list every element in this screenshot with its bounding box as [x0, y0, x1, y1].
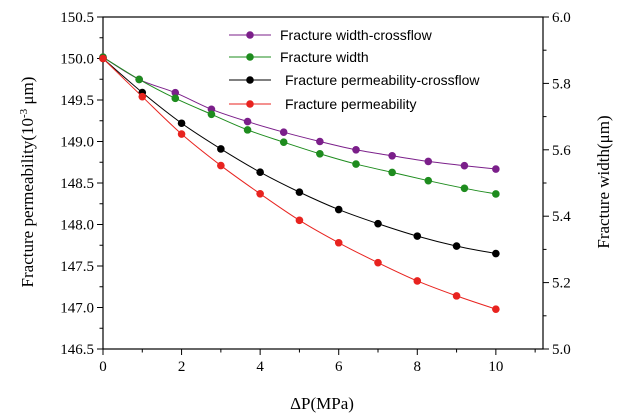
series-point-2 — [177, 119, 186, 128]
series-point-3 — [413, 277, 422, 285]
x-tick-label: 0 — [99, 359, 107, 375]
series-point-1 — [279, 138, 288, 146]
series-point-2 — [295, 188, 304, 196]
series-point-3 — [295, 216, 304, 225]
legend-label-1: Fracture width — [280, 49, 369, 65]
series-point-0 — [492, 165, 500, 173]
series-point-3 — [217, 161, 225, 170]
series-point-2 — [256, 168, 264, 177]
y-left-tick-label: 149.0 — [60, 135, 94, 151]
series-point-2 — [492, 249, 500, 258]
series-point-2 — [217, 145, 225, 153]
series-point-1 — [460, 184, 469, 193]
series-point-0 — [171, 88, 180, 97]
y-axis-left-title-unit: μm) — [18, 77, 37, 109]
y-right-tick-label: 5.8 — [552, 76, 571, 92]
y-left-tick-label: 147.0 — [60, 301, 94, 317]
series-point-1 — [207, 110, 216, 119]
x-tick-label: 2 — [178, 359, 186, 375]
x-tick-label: 4 — [256, 359, 264, 375]
series-point-0 — [388, 151, 396, 160]
legend-marker-3 — [246, 100, 254, 108]
x-axis-title: ΔP(MPa) — [290, 394, 354, 413]
series-point-1 — [171, 94, 180, 103]
y-axis-left-title: Fracture permeability(10-3 μm) — [18, 77, 37, 288]
series-point-1 — [388, 168, 396, 177]
legend-label-0: Fracture width-crossflow — [280, 27, 433, 43]
y-left-tick-label: 149.5 — [60, 93, 94, 109]
y-left-tick-label: 147.5 — [60, 259, 94, 275]
series-point-3 — [138, 92, 147, 101]
y-left-tick-label: 150.0 — [60, 52, 94, 68]
series-point-1 — [424, 176, 433, 185]
series-point-1 — [352, 160, 360, 168]
y-axis-left-title-main: Fracture permeability(10 — [18, 118, 37, 287]
y-left-tick-label: 148.0 — [60, 218, 94, 234]
series-point-3 — [99, 54, 107, 63]
series-point-2 — [334, 205, 343, 214]
series-point-2 — [374, 219, 382, 228]
series-point-0 — [460, 161, 469, 170]
y-axis-right-title: Fracture width(μm) — [594, 115, 613, 248]
x-tick-label: 8 — [414, 359, 422, 375]
series-point-1 — [243, 126, 252, 134]
y-right-tick-label: 5.0 — [552, 342, 571, 358]
series-point-3 — [334, 238, 343, 247]
series-point-1 — [316, 149, 324, 158]
legend-label-2: Fracture permeability-crossflow — [285, 72, 480, 88]
plot-frame — [102, 16, 544, 350]
series-point-0 — [352, 146, 360, 154]
x-tick-label: 6 — [335, 359, 343, 375]
series-point-1 — [135, 75, 143, 84]
legend-marker-1 — [246, 53, 254, 61]
series-point-3 — [452, 292, 461, 300]
legend-label-3: Fracture permeability — [285, 96, 417, 112]
series-point-3 — [492, 305, 500, 313]
series-point-0 — [243, 117, 252, 126]
series-point-3 — [177, 130, 186, 138]
y-left-tick-label: 146.5 — [60, 342, 94, 358]
y-right-tick-label: 6.0 — [552, 10, 571, 26]
series-point-3 — [256, 189, 264, 198]
series-point-0 — [424, 157, 433, 166]
y-right-tick-label: 5.4 — [552, 209, 571, 225]
legend-marker-2 — [246, 76, 254, 84]
x-tick-label: 10 — [488, 359, 503, 375]
y-right-tick-label: 5.2 — [552, 276, 571, 292]
y-right-tick-label: 5.6 — [552, 143, 571, 159]
y-left-tick-label: 150.5 — [60, 10, 94, 26]
series-point-3 — [374, 258, 382, 267]
series-point-0 — [316, 137, 324, 146]
series-point-2 — [452, 242, 461, 250]
y-left-tick-label: 148.5 — [60, 176, 94, 192]
series-point-1 — [492, 190, 500, 198]
series-point-2 — [413, 232, 422, 240]
series-point-0 — [279, 128, 288, 137]
legend-marker-0 — [246, 31, 254, 39]
y-axis-left-title-sup: -3 — [18, 108, 30, 118]
